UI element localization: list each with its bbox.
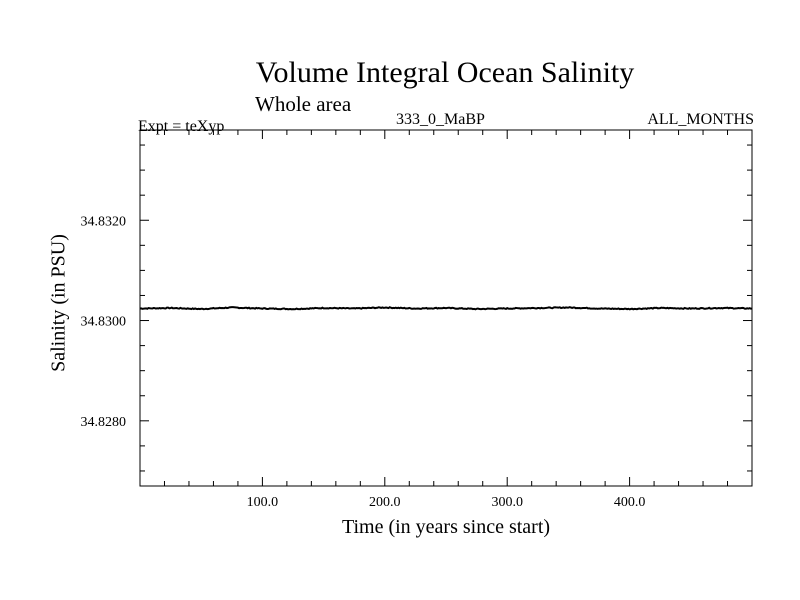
months-label: ALL_MONTHS xyxy=(647,111,754,128)
x-tick-label: 200.0 xyxy=(369,495,401,510)
tick-labels: 100.0 200.0 300.0 400.0 34.8280 34.8300 34.832… xyxy=(81,214,646,510)
x-tick-label: 100.0 xyxy=(247,495,279,510)
chart-title: Volume Integral Ocean Salinity xyxy=(255,56,635,89)
x-axis-label: Time (in years since start) xyxy=(341,516,551,538)
x-tick-label: 300.0 xyxy=(491,495,523,510)
period-label: 333_0_MaBP xyxy=(396,111,485,128)
salinity-series-line xyxy=(139,306,753,311)
y-tick-label: 34.8300 xyxy=(81,315,127,330)
y-tick-label: 34.8280 xyxy=(81,415,127,430)
experiment-label: Expt = teXyp xyxy=(138,118,225,135)
axis-ticks xyxy=(140,130,752,486)
x-tick-label: 400.0 xyxy=(614,495,646,510)
chart-subtitle: Whole area xyxy=(255,92,352,116)
y-tick-label: 34.8320 xyxy=(81,214,127,229)
